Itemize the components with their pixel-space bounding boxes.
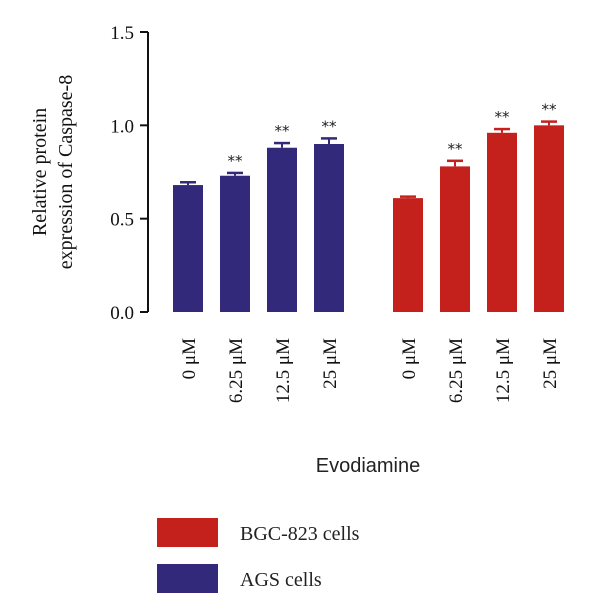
- y-tick-label: 1.0: [110, 116, 134, 137]
- significance-label: **: [542, 101, 558, 119]
- bar: [220, 175, 250, 312]
- y-axis-label-line1: Relative protein: [29, 108, 51, 236]
- significance-label: **: [275, 122, 291, 140]
- x-axis-label: Evodiamine: [316, 455, 421, 477]
- y-tick-label: 0.0: [110, 303, 134, 324]
- bar: [534, 125, 564, 312]
- significance-label: **: [322, 117, 338, 135]
- y-tick-label: 1.5: [110, 23, 134, 44]
- legend-swatch: [157, 518, 218, 547]
- significance-label: **: [495, 108, 511, 126]
- y-axis-label-line2: expression of Caspase-8: [55, 75, 77, 269]
- legend: BGC-823 cells AGS cells: [157, 518, 360, 593]
- y-tick-label: 0.5: [110, 210, 134, 231]
- category-label: 0 μM: [399, 338, 420, 379]
- bar: [440, 166, 470, 312]
- category-label: 25 μM: [320, 338, 341, 389]
- category-label: 12.5 μM: [493, 338, 514, 403]
- legend-swatch: [157, 564, 218, 593]
- significance-label: **: [448, 140, 464, 158]
- bars-layer: ** ** ** ** ** **: [173, 101, 564, 312]
- significance-label: **: [228, 152, 244, 170]
- category-labels: 0 μM 6.25 μM 12.5 μM 25 μM 0 μM 6.25 μM 12.5 μ…: [179, 338, 561, 403]
- bar: [487, 132, 517, 312]
- bar: [173, 185, 203, 312]
- y-axis: 0.0 0.5 1.0 1.5: [110, 23, 149, 324]
- category-label: 0 μM: [179, 338, 200, 379]
- category-label: 6.25 μM: [226, 338, 247, 403]
- category-label: 6.25 μM: [446, 338, 467, 403]
- legend-label: AGS cells: [240, 569, 322, 591]
- bar: [314, 144, 344, 312]
- bar: [393, 198, 423, 312]
- category-label: 25 μM: [540, 338, 561, 389]
- bar: [267, 147, 297, 312]
- category-label: 12.5 μM: [273, 338, 294, 403]
- legend-label: BGC-823 cells: [240, 523, 360, 545]
